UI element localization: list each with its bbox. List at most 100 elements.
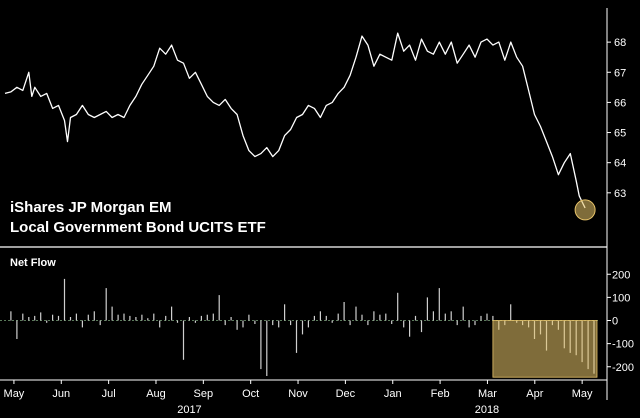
net-flow-bar — [361, 314, 363, 321]
flow-tick-label: -200 — [612, 362, 634, 374]
net-flow-bar — [75, 313, 77, 321]
x-tick-label: May — [4, 388, 25, 400]
net-flow-bar — [34, 315, 36, 321]
net-flow-bar — [188, 317, 190, 321]
net-flow-bar — [438, 288, 440, 321]
net-flow-bar — [159, 320, 161, 328]
flow-tick-label: 200 — [612, 269, 630, 281]
net-flow-bar — [46, 320, 48, 323]
net-flow-bar — [343, 302, 345, 321]
net-flow-bar — [165, 315, 167, 321]
net-flow-bar — [414, 315, 417, 321]
x-tick-label: Feb — [431, 388, 450, 400]
net-flow-bar — [28, 317, 30, 321]
x-axis-ticks: May Jun Jul Aug Sep Oct Nov Dec Jan Feb Mar Apr May 2… — [4, 380, 593, 416]
net-flow-bar — [450, 311, 452, 321]
net-flow-bar — [295, 320, 298, 353]
net-flow-bar — [200, 315, 202, 321]
x-tick-label: Aug — [146, 388, 166, 400]
net-flow-bar — [325, 315, 327, 321]
x-year-label: 2017 — [177, 404, 201, 416]
net-flow-bar — [10, 311, 12, 321]
x-year-label: 2018 — [475, 404, 499, 416]
net-flow-bar — [16, 320, 18, 339]
net-flow-bar — [420, 320, 423, 333]
net-flow-bar — [63, 278, 66, 321]
net-flow-bar — [254, 320, 256, 324]
net-flow-bar — [337, 313, 339, 321]
net-flow-bar — [206, 314, 208, 321]
net-flow-bar — [230, 317, 232, 321]
net-flow-bar — [182, 320, 185, 360]
net-flow-bar — [474, 320, 476, 326]
net-flow-bar — [349, 320, 351, 326]
net-flow-bar — [153, 313, 155, 321]
x-tick-label: May — [572, 388, 593, 400]
net-flow-bar — [218, 295, 220, 321]
net-flow-bar — [93, 311, 95, 321]
net-flow-bar — [87, 314, 89, 321]
net-flow-bar — [290, 320, 292, 326]
net-flow-bar — [278, 320, 280, 328]
net-flow-bar — [99, 320, 101, 326]
net-flow-bar — [462, 306, 464, 321]
net-flow-bar — [355, 306, 357, 321]
net-flow-bar — [492, 315, 494, 321]
x-tick-label: Jan — [384, 388, 402, 400]
net-flow-bar — [248, 314, 250, 321]
net-flow-bar — [272, 320, 274, 326]
net-flow-bar — [301, 320, 304, 335]
net-flow-bar — [105, 288, 107, 321]
net-flow-bar — [242, 320, 244, 328]
net-flow-bar — [117, 314, 119, 321]
price-tick-label: 64 — [614, 158, 626, 170]
net-flow-bar — [426, 297, 428, 321]
net-flow-bar — [385, 313, 387, 321]
flow-tick-label: -100 — [612, 339, 634, 351]
price-axis-ticks: 63 64 65 66 67 68 — [607, 37, 626, 200]
price-highlight-circle — [574, 199, 596, 221]
net-flow-bar — [379, 314, 381, 321]
x-tick-label: Jun — [52, 388, 70, 400]
net-flow-bar — [444, 313, 446, 321]
net-flow-bar — [266, 320, 268, 376]
flow-tick-label: 0 — [612, 316, 618, 328]
net-flow-bar — [307, 320, 309, 328]
net-flow-bar — [397, 292, 399, 321]
net-flow-bar — [409, 320, 411, 337]
net-flow-bar — [52, 314, 54, 321]
x-tick-label: Oct — [242, 388, 259, 400]
price-line — [4, 32, 586, 209]
x-tick-label: Sep — [194, 388, 214, 400]
price-tick-label: 67 — [614, 67, 626, 79]
x-tick-label: Apr — [526, 388, 543, 400]
net-flow-bar — [111, 306, 113, 321]
x-tick-label: Jul — [102, 388, 116, 400]
net-flow-bar — [147, 318, 149, 321]
net-flow-bar — [313, 315, 315, 321]
net-flow-bar — [486, 313, 488, 321]
net-flow-bar — [367, 320, 369, 326]
flow-highlight-rect — [492, 320, 598, 378]
net-flow-bar — [236, 320, 238, 330]
price-tick-label: 66 — [614, 97, 626, 109]
net-flow-bar — [129, 315, 131, 321]
net-flow-bar — [456, 320, 458, 326]
net-flow-bar — [123, 313, 125, 321]
net-flow-bar — [212, 313, 214, 321]
net-flow-bar — [403, 320, 405, 328]
net-flow-bar — [373, 311, 375, 321]
net-flow-label: Net Flow — [10, 257, 56, 269]
net-flow-bar — [81, 320, 83, 328]
net-flow-bar — [468, 320, 470, 328]
net-flow-bar — [480, 315, 482, 321]
net-flow-bar — [510, 304, 512, 321]
net-flow-bar — [432, 311, 434, 321]
price-tick-label: 65 — [614, 128, 626, 140]
net-flow-bar — [171, 306, 173, 321]
net-flow-bar — [135, 317, 137, 321]
x-tick-label: Mar — [478, 388, 497, 400]
net-flow-bar — [260, 320, 262, 370]
